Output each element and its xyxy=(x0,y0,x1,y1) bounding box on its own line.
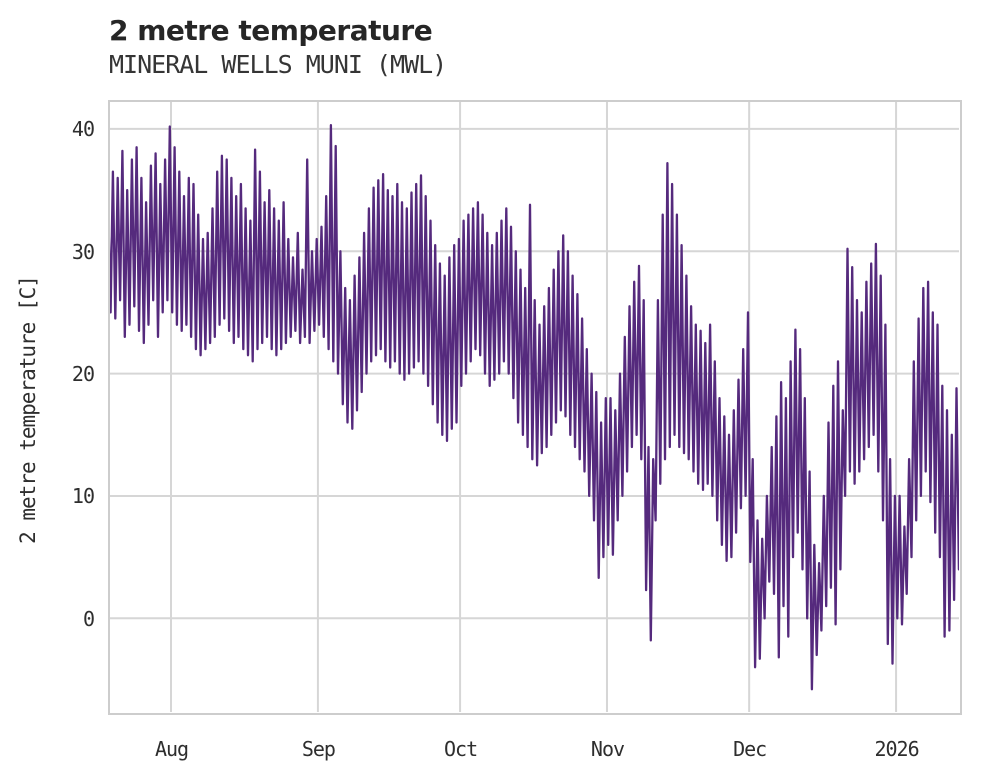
y-tick-label: 30 xyxy=(71,239,95,264)
y-tick-label: 0 xyxy=(82,606,95,631)
x-tick-label: Oct xyxy=(444,737,478,761)
plot-area xyxy=(108,100,962,715)
chart-subtitle: MINERAL WELLS MUNI (MWL) xyxy=(109,50,447,79)
x-tick-label: Dec xyxy=(733,737,767,761)
y-axis-label: 2 metre temperature [C] xyxy=(16,276,40,544)
y-tick-label: 20 xyxy=(71,362,95,387)
x-tick-label: 2026 xyxy=(874,737,919,761)
chart-title: 2 metre temperature xyxy=(109,14,433,47)
y-tick-label: 10 xyxy=(71,484,95,509)
temperature-line-svg xyxy=(110,102,959,712)
x-tick-label: Nov xyxy=(590,737,625,761)
y-tick-label: 40 xyxy=(71,117,95,142)
temperature-series-line xyxy=(110,124,959,691)
x-tick-label: Aug xyxy=(154,737,189,761)
x-tick-label: Sep xyxy=(301,737,336,761)
